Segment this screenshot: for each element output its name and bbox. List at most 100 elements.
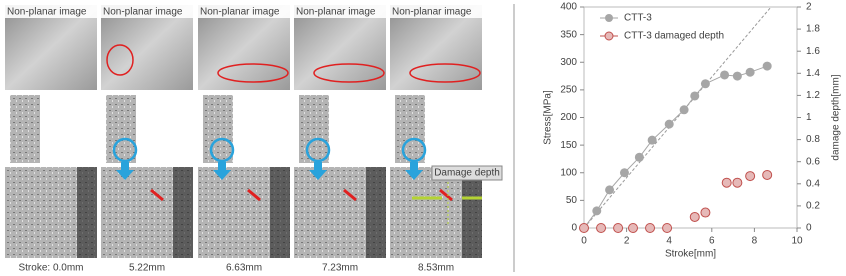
image-label: Non-planar image: [392, 7, 472, 18]
point: [689, 211, 700, 222]
point: [721, 177, 732, 188]
blue-circle: [401, 137, 427, 163]
ct-edge: [462, 167, 482, 258]
y-tick-label: 50: [566, 195, 578, 206]
red-arrow: [343, 188, 357, 202]
red-ellipse: [217, 63, 289, 83]
point: [592, 206, 602, 216]
y2-tick-label: 1.6: [806, 46, 820, 57]
x-tick-label: 2: [624, 236, 630, 247]
y2-tick-label: 0.2: [806, 201, 820, 212]
y-tick-label: 0: [571, 223, 577, 234]
red-arrow: [439, 188, 453, 202]
legend-label: CTT-3: [624, 13, 652, 24]
x-tick-label: 4: [666, 236, 672, 247]
trend-line: [583, 6, 772, 229]
red-arrow: [247, 188, 261, 202]
chart: 0 50 100 150 200 250 300 350 400 0 0.2 0.4 0.6 0.8 1 1.…: [543, 2, 842, 260]
y2-tick-label: 1.2: [806, 90, 820, 101]
stroke-label: 6.63mm: [226, 263, 262, 274]
point: [762, 169, 773, 180]
label-box: [101, 5, 193, 18]
image-panels: Non-planar image Stroke: 0.0mm Non-planar …: [5, 5, 503, 274]
ct-strip: [203, 95, 233, 163]
ct-strip: [395, 95, 425, 163]
point: [690, 91, 700, 101]
stroke-label: Stroke: 0.0mm: [18, 263, 83, 274]
ct-edge: [366, 167, 386, 258]
label-box: [198, 5, 290, 18]
annotation-box: [431, 165, 503, 181]
y2-tick-label: 2: [806, 2, 812, 13]
red-ellipse: [106, 44, 134, 76]
ct-strip: [10, 95, 40, 163]
stroke-label: 7.23mm: [322, 263, 358, 274]
x-tick-label: 6: [709, 236, 715, 247]
y2-tick-label: 1.4: [806, 68, 820, 79]
legend-marker: [604, 31, 614, 41]
blue-arrow: [405, 162, 423, 180]
point: [645, 223, 656, 233]
y-tick-label: 150: [560, 140, 577, 151]
stroke-label: 8.53mm: [418, 263, 454, 274]
point: [596, 223, 607, 233]
point: [627, 223, 638, 233]
ct-strip: [299, 95, 329, 163]
blue-circle: [112, 137, 138, 163]
ct-strip: [106, 95, 136, 163]
red-arrow: [150, 188, 164, 202]
blue-arrow: [309, 162, 327, 180]
ct-image: [390, 5, 482, 90]
point: [647, 135, 657, 145]
ct-image: [198, 5, 290, 90]
point: [613, 223, 624, 233]
y2-tick-label: 0.6: [806, 156, 820, 167]
blue-arrow: [213, 162, 231, 180]
legend-marker: [605, 14, 613, 22]
point: [700, 79, 710, 89]
red-ellipse: [409, 63, 481, 83]
label-box: [294, 5, 386, 18]
point: [732, 71, 742, 81]
y-tick-label: 400: [560, 2, 577, 13]
x-tick-label: 8: [752, 236, 758, 247]
point: [662, 223, 673, 233]
ct-image: [101, 5, 193, 90]
x-tick-label: 0: [581, 236, 587, 247]
point: [605, 185, 615, 195]
red-ellipse: [313, 63, 385, 83]
y2-axis-label: damage depth[mm]: [831, 74, 842, 160]
ct-image: [5, 5, 97, 90]
ct-image: [294, 5, 386, 90]
y2-tick-label: 1: [806, 112, 812, 123]
image-label: Non-planar image: [7, 7, 87, 18]
label-box: [390, 5, 482, 18]
y-tick-label: 200: [560, 112, 577, 123]
y2-tick-label: 0.4: [806, 178, 820, 189]
series-line: [583, 65, 768, 229]
y-tick-label: 350: [560, 29, 577, 40]
y-tick-label: 100: [560, 167, 577, 178]
ct-edge: [173, 167, 193, 258]
blue-circle: [209, 137, 235, 163]
image-label: Non-planar image: [103, 7, 183, 18]
ct-edge: [77, 167, 97, 258]
point: [679, 105, 689, 115]
label-box: [5, 5, 97, 18]
legend-label: CTT-3 damaged depth: [624, 31, 724, 42]
y2-tick-label: 1.8: [806, 24, 820, 35]
y-tick-label: 250: [560, 85, 577, 96]
image-label: Non-planar image: [296, 7, 376, 18]
point: [720, 70, 730, 80]
x-tick-label: 10: [791, 236, 803, 247]
point: [619, 168, 629, 178]
point: [634, 152, 644, 162]
y2-tick-label: 0.8: [806, 134, 820, 145]
annotation: Damage depth: [434, 168, 500, 179]
stroke-label: 5.22mm: [129, 263, 165, 274]
blue-circle: [305, 137, 331, 163]
blue-arrow: [116, 162, 134, 180]
point: [700, 207, 711, 218]
y-tick-label: 300: [560, 57, 577, 68]
